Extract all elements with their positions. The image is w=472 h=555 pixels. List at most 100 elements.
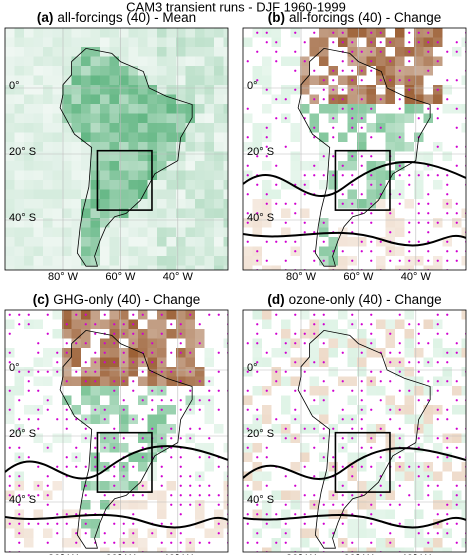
map-background (243, 310, 466, 552)
stipple-dot (379, 79, 382, 82)
map-cell (109, 94, 119, 104)
map-cell (5, 47, 15, 57)
stipple-dot (351, 155, 354, 158)
map-cell (71, 405, 81, 415)
stipple-dot (322, 98, 325, 101)
stipple-dot (427, 41, 430, 44)
stipple-dot (351, 60, 354, 63)
map-cell (119, 199, 129, 209)
stipple-dot (322, 437, 325, 440)
stipple-dot (389, 351, 392, 354)
map-cell (281, 208, 291, 218)
stipple-dot (351, 126, 354, 129)
stipple-dot (341, 69, 344, 72)
map-cell (100, 75, 110, 85)
stipple-dot (303, 370, 306, 373)
map-cell (423, 386, 433, 396)
map-cell (300, 538, 310, 548)
map-cell (433, 490, 443, 500)
map-cell (90, 519, 100, 529)
map-cell (214, 56, 224, 66)
map-cell (52, 265, 62, 270)
stipple-dot (417, 174, 420, 177)
stipple-dot (246, 60, 249, 63)
stipple-dot (198, 399, 201, 402)
stipple-dot (217, 522, 220, 525)
map-cell (423, 113, 433, 123)
map-cell (195, 509, 205, 519)
stipple-dot (398, 465, 401, 468)
map-cell (24, 246, 34, 256)
map-cell (271, 547, 281, 552)
stipple-dot (332, 31, 335, 34)
map-cell (119, 113, 129, 123)
stipple-dot (275, 513, 278, 516)
map-cell (71, 104, 81, 114)
stipple-dot (455, 126, 458, 129)
stipple-dot (246, 342, 249, 345)
map-cell (290, 170, 300, 180)
map-cell (414, 94, 424, 104)
map-cell (404, 452, 414, 462)
stipple-dot (103, 313, 106, 316)
map-cell (366, 85, 376, 95)
stipple-dot (436, 437, 439, 440)
map-cell (176, 237, 186, 247)
stipple-dot (446, 418, 449, 421)
stipple-dot (132, 342, 135, 345)
map-cell (385, 547, 395, 552)
map-cell (290, 462, 300, 472)
stipple-dot (179, 513, 182, 516)
contour (243, 161, 466, 197)
stipple-dot (18, 522, 21, 525)
stipple-dot (208, 541, 211, 544)
stipple-dot (189, 503, 192, 506)
map-cell (100, 104, 110, 114)
stipple-dot (379, 240, 382, 243)
stipple-dot (446, 332, 449, 335)
map-cell (119, 104, 129, 114)
stipple-dot (322, 221, 325, 224)
stipple-dot (398, 79, 401, 82)
stipple-dot (427, 399, 430, 402)
stipple-dot (122, 522, 125, 525)
map-cell (166, 142, 176, 152)
map-cell (71, 199, 81, 209)
stipple-dot (455, 541, 458, 544)
map-cell (290, 132, 300, 142)
stipple-dot (37, 494, 40, 497)
stipple-dot (322, 323, 325, 326)
map-cell (166, 481, 176, 491)
map-cell (319, 132, 329, 142)
stipple-dot (18, 494, 21, 497)
stipple-dot (389, 250, 392, 253)
stipple-dot (322, 427, 325, 430)
map-cell (109, 113, 119, 123)
map-cell (395, 47, 405, 57)
map-cell (262, 180, 272, 190)
stipple-dot (370, 513, 373, 516)
stipple-dot (294, 212, 297, 215)
map-cell (24, 113, 34, 123)
stipple-dot (75, 532, 78, 535)
stipple-dot (417, 465, 420, 468)
stipple-dot (370, 221, 373, 224)
map-cell (262, 547, 272, 552)
stipple-dot (65, 380, 68, 383)
map-cell (461, 256, 466, 266)
map-cell (243, 490, 253, 500)
stipple-dot (408, 259, 411, 262)
stipple-dot (436, 323, 439, 326)
stipple-dot (18, 475, 21, 478)
map-cell (404, 66, 414, 76)
stipple-dot (322, 259, 325, 262)
map-cell (385, 66, 395, 76)
map-cell (14, 386, 24, 396)
stipple-dot (427, 361, 430, 364)
stipple-dot (265, 522, 268, 525)
stipple-dot (246, 221, 249, 224)
stipple-dot (275, 418, 278, 421)
stipple-dot (56, 465, 59, 468)
map-cell (366, 161, 376, 171)
map-cell (195, 218, 205, 228)
